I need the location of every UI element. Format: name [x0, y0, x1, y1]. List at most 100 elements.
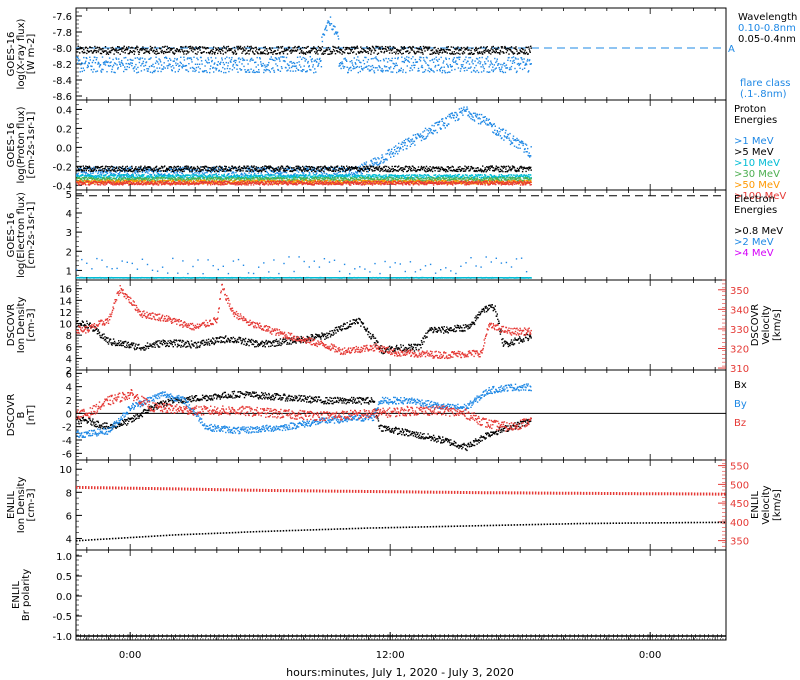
data-point — [148, 58, 150, 60]
data-point — [515, 175, 518, 177]
data-point — [501, 174, 504, 177]
data-point — [80, 179, 82, 181]
data-point — [268, 52, 270, 54]
data-point — [107, 175, 110, 178]
data-point — [265, 165, 267, 167]
data-point — [109, 174, 112, 176]
data-point — [456, 114, 459, 117]
data-point — [79, 46, 81, 48]
data-point — [508, 48, 511, 51]
data-point — [221, 179, 223, 181]
data-point — [443, 122, 445, 124]
data-point — [292, 169, 295, 172]
data-point — [451, 169, 453, 172]
data-point — [191, 171, 193, 173]
data-point — [406, 174, 408, 176]
data-point — [77, 174, 79, 176]
data-point — [148, 177, 150, 179]
data-point — [478, 52, 480, 54]
data-point — [515, 140, 517, 142]
data-point — [256, 51, 258, 53]
data-point — [159, 48, 162, 50]
data-point — [349, 167, 351, 169]
data-point — [348, 69, 350, 71]
data-point — [466, 46, 469, 48]
data-point — [334, 46, 336, 48]
data-point — [79, 169, 81, 171]
data-point — [354, 174, 356, 176]
data-point — [448, 49, 450, 51]
data-point — [329, 53, 331, 55]
data-point — [159, 167, 162, 169]
data-point — [305, 165, 307, 167]
data-point — [518, 170, 520, 172]
data-point — [367, 168, 369, 170]
data-point — [392, 62, 394, 65]
data-point — [228, 49, 231, 52]
data-point — [230, 170, 232, 172]
data-point — [98, 46, 101, 49]
data-point — [319, 166, 321, 168]
data-point — [221, 170, 223, 172]
data-point — [237, 48, 239, 51]
data-point — [107, 53, 110, 55]
data-point — [498, 67, 500, 69]
data-point — [323, 170, 325, 173]
data-point — [124, 52, 126, 54]
data-point — [426, 57, 428, 59]
data-point — [441, 66, 443, 68]
data-point — [463, 52, 466, 54]
data-point — [294, 65, 296, 68]
data-point — [116, 167, 118, 169]
data-point — [173, 178, 175, 181]
data-point — [86, 178, 88, 180]
data-point — [115, 166, 118, 168]
data-point — [229, 60, 232, 62]
data-point — [392, 151, 394, 154]
data-point — [396, 150, 398, 153]
data-point — [365, 56, 367, 59]
data-point — [197, 66, 200, 68]
data-point — [238, 165, 241, 168]
data-point — [86, 49, 88, 52]
y-axis-label: [cm-2s-1sr-1] — [26, 111, 37, 178]
data-point — [459, 70, 462, 72]
data-point — [448, 177, 450, 179]
data-point — [486, 117, 488, 120]
data-point — [101, 169, 103, 171]
data-point — [192, 176, 195, 178]
data-point — [198, 46, 201, 48]
data-point — [499, 176, 502, 178]
data-point — [166, 167, 168, 169]
data-point — [293, 174, 296, 176]
data-point — [218, 176, 220, 179]
data-point — [300, 166, 302, 169]
data-point — [81, 70, 83, 73]
data-point — [457, 119, 459, 121]
data-point — [341, 175, 343, 178]
data-point — [297, 69, 300, 71]
data-point — [182, 178, 184, 181]
data-point — [270, 56, 272, 58]
data-point — [141, 49, 143, 52]
data-point — [149, 167, 152, 169]
data-point — [204, 175, 207, 177]
data-point — [481, 169, 483, 171]
data-point — [236, 64, 239, 67]
data-point — [262, 175, 264, 177]
data-point — [527, 58, 529, 61]
data-point — [129, 50, 131, 52]
data-point — [135, 68, 138, 70]
data-point — [408, 61, 411, 63]
data-point — [172, 52, 174, 54]
data-point — [307, 170, 309, 172]
data-point — [171, 70, 173, 72]
data-point — [438, 121, 440, 124]
data-point — [226, 56, 228, 58]
data-point — [447, 170, 449, 173]
data-point — [80, 167, 82, 170]
data-point — [137, 51, 140, 53]
data-point — [294, 173, 296, 175]
data-point — [105, 178, 107, 180]
data-point — [258, 167, 260, 169]
